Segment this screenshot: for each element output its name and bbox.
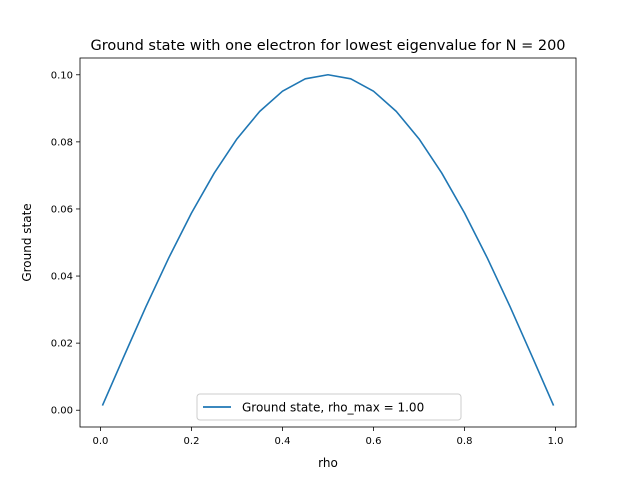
y-tick-label: 0.02 [51, 339, 73, 350]
axes-frame [79, 57, 577, 428]
x-tick-label: 0.4 [275, 436, 291, 447]
y-tick-label: 0.00 [51, 406, 73, 417]
legend-box [196, 393, 462, 421]
x-tick-label: 0.0 [93, 436, 109, 447]
x-tick-label: 0.2 [184, 436, 200, 447]
y-tick-label: 0.06 [51, 204, 73, 215]
chart-title: Ground state with one electron for lowes… [90, 38, 565, 54]
y-tick-label: 0.08 [51, 137, 73, 148]
series-line-0 [101, 73, 555, 406]
plot-area [101, 73, 555, 406]
x-axis-label: rho [318, 456, 338, 470]
x-tick-label: 1.0 [548, 436, 564, 447]
y-tick-label: 0.10 [51, 70, 73, 81]
y-axis: 0.00 0.02 0.04 0.06 0.08 0.10 [51, 70, 80, 417]
x-tick-label: 0.8 [457, 436, 473, 447]
x-tick-label: 0.6 [366, 436, 382, 447]
legend-label: Ground state, rho_max = 1.00 [242, 401, 424, 415]
y-tick-label: 0.04 [51, 272, 73, 283]
legend: Ground state, rho_max = 1.00 [196, 393, 462, 421]
x-axis: 0.0 0.2 0.4 0.6 0.8 1.0 [93, 427, 564, 447]
y-axis-label: Ground state [20, 203, 34, 281]
